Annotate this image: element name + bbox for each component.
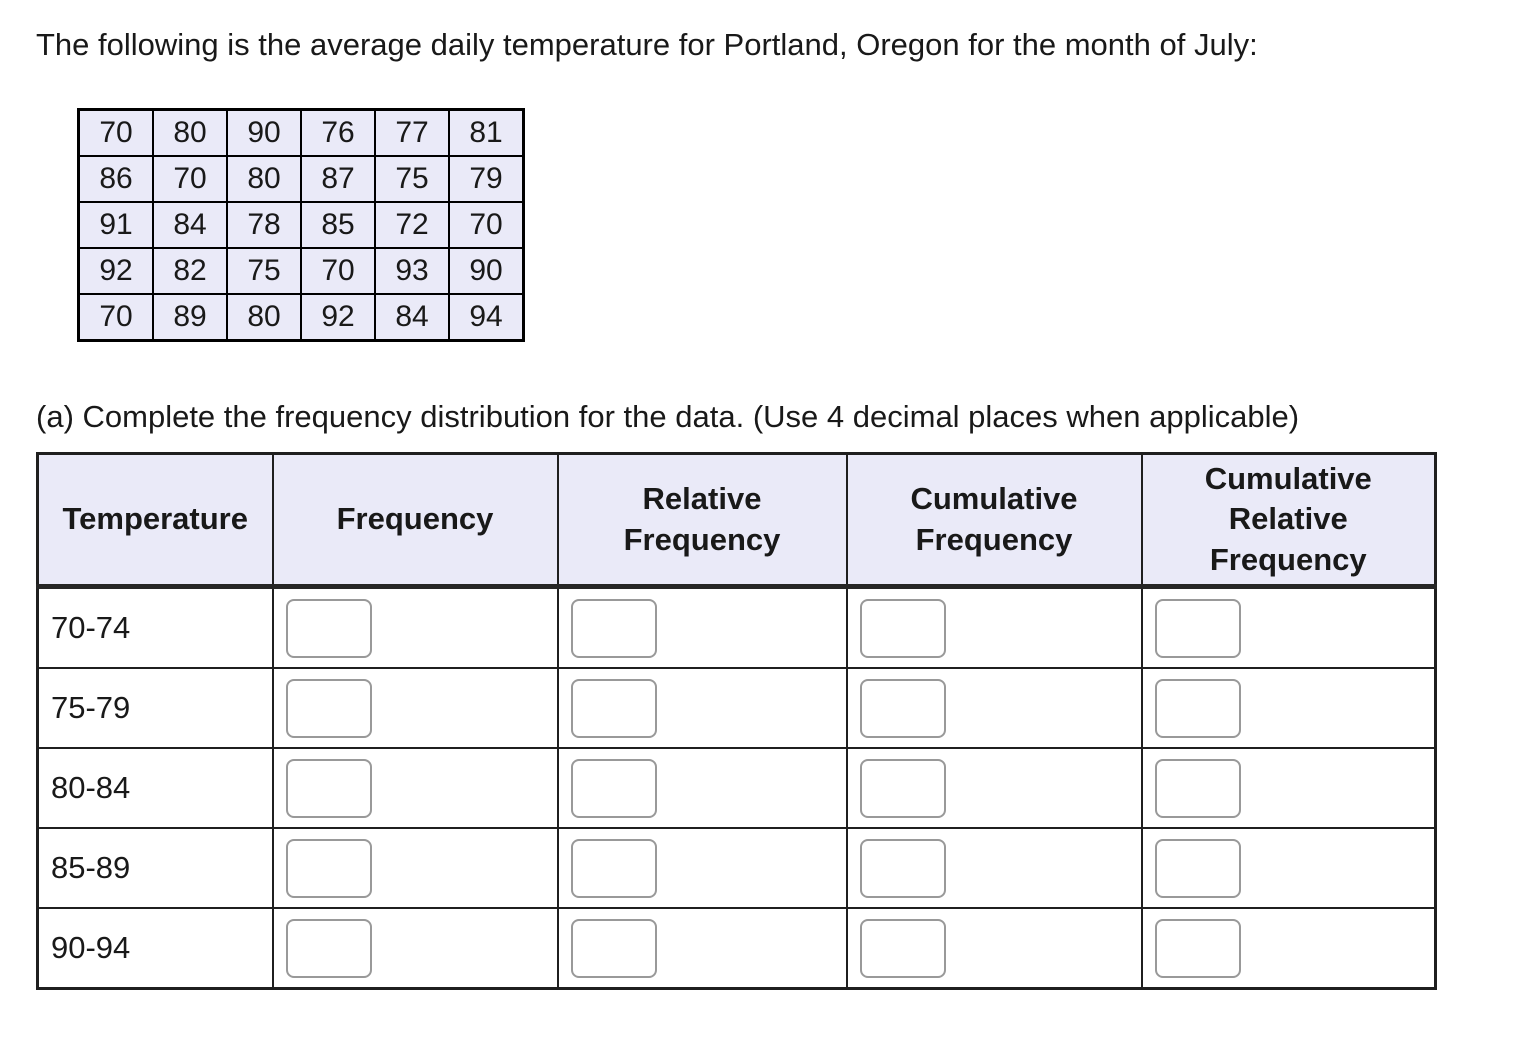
temperature-value: 70 [77, 293, 154, 342]
relative-frequency-input[interactable] [570, 758, 657, 818]
frequency-table-row: 75-79 [36, 667, 1437, 749]
temperature-value: 70 [77, 108, 154, 157]
frequency-cell [271, 667, 559, 749]
cumulative-relative-frequency-input[interactable] [1154, 678, 1241, 738]
problem-statement-text: The following is the average daily tempe… [36, 27, 1258, 62]
frequency-input[interactable] [285, 758, 372, 818]
cumulative-relative-frequency-cell [1140, 747, 1437, 829]
frequency-table-row: 70-74 [36, 585, 1437, 669]
temperature-value: 75 [374, 155, 450, 203]
frequency-table-row: 80-84 [36, 747, 1437, 829]
relative-frequency-input[interactable] [570, 678, 657, 738]
column-header-temperature: Temperature [36, 452, 274, 589]
frequency-cell [271, 747, 559, 829]
temperature-value: 80 [152, 108, 228, 157]
temperature-value: 84 [152, 201, 228, 249]
frequency-cell [271, 585, 559, 669]
temperature-range-label: 85-89 [36, 827, 274, 909]
temperature-value: 70 [300, 247, 376, 295]
temperature-value: 87 [300, 155, 376, 203]
frequency-distribution-table: Temperature Frequency Relative Frequency Cu… [36, 452, 1437, 990]
column-header-cumulative-relative-frequency: Cumulative Relative Frequency [1140, 452, 1437, 589]
frequency-cell [271, 907, 559, 990]
cumulative-frequency-cell [845, 907, 1143, 990]
relative-frequency-cell [556, 907, 848, 990]
column-header-frequency: Frequency [271, 452, 559, 589]
column-header-relative-frequency: Relative Frequency [556, 452, 848, 589]
temperature-data-row: 70 89 80 92 84 94 [77, 293, 525, 342]
temperature-data-row: 86 70 80 87 75 79 [77, 155, 525, 203]
temperature-data-table: 70 80 90 76 77 81 86 70 80 87 75 79 91 84 78 85 72 70 92 82… [77, 108, 525, 342]
frequency-input[interactable] [285, 838, 372, 898]
cumulative-relative-frequency-cell [1140, 585, 1437, 669]
cumulative-frequency-cell [845, 667, 1143, 749]
frequency-table-header-row: Temperature Frequency Relative Frequency Cu… [36, 452, 1437, 589]
cumulative-frequency-input[interactable] [859, 758, 946, 818]
temperature-value: 80 [226, 293, 302, 342]
cumulative-relative-frequency-input[interactable] [1154, 838, 1241, 898]
relative-frequency-cell [556, 585, 848, 669]
cumulative-frequency-input[interactable] [859, 598, 946, 658]
cumulative-frequency-input[interactable] [859, 678, 946, 738]
temperature-value: 92 [300, 293, 376, 342]
relative-frequency-cell [556, 827, 848, 909]
cumulative-frequency-input[interactable] [859, 838, 946, 898]
frequency-table-row: 85-89 [36, 827, 1437, 909]
cumulative-relative-frequency-input[interactable] [1154, 758, 1241, 818]
temperature-value: 90 [226, 108, 302, 157]
temperature-value: 84 [374, 293, 450, 342]
temperature-range-label: 75-79 [36, 667, 274, 749]
cumulative-relative-frequency-cell [1140, 667, 1437, 749]
temperature-value: 94 [448, 293, 525, 342]
temperature-value: 86 [77, 155, 154, 203]
frequency-input[interactable] [285, 598, 372, 658]
temperature-value: 70 [152, 155, 228, 203]
cumulative-frequency-input[interactable] [859, 918, 946, 978]
relative-frequency-cell [556, 747, 848, 829]
cumulative-relative-frequency-cell [1140, 907, 1437, 990]
temperature-value: 80 [226, 155, 302, 203]
temperature-value: 78 [226, 201, 302, 249]
temperature-value: 72 [374, 201, 450, 249]
temperature-range-label: 90-94 [36, 907, 274, 990]
temperature-range-label: 80-84 [36, 747, 274, 829]
relative-frequency-input[interactable] [570, 598, 657, 658]
temperature-value: 91 [77, 201, 154, 249]
frequency-table-row: 90-94 [36, 907, 1437, 990]
cumulative-frequency-cell [845, 827, 1143, 909]
temperature-value: 75 [226, 247, 302, 295]
temperature-data-row: 92 82 75 70 93 90 [77, 247, 525, 295]
temperature-value: 85 [300, 201, 376, 249]
temperature-value: 92 [77, 247, 154, 295]
temperature-range-label: 70-74 [36, 585, 274, 669]
cumulative-frequency-cell [845, 747, 1143, 829]
temperature-data-row: 70 80 90 76 77 81 [77, 108, 525, 157]
temperature-value: 81 [448, 108, 525, 157]
frequency-input[interactable] [285, 678, 372, 738]
temperature-value: 76 [300, 108, 376, 157]
temperature-value: 89 [152, 293, 228, 342]
cumulative-relative-frequency-cell [1140, 827, 1437, 909]
frequency-input[interactable] [285, 918, 372, 978]
relative-frequency-input[interactable] [570, 838, 657, 898]
temperature-value: 82 [152, 247, 228, 295]
frequency-cell [271, 827, 559, 909]
temperature-value: 79 [448, 155, 525, 203]
temperature-value: 93 [374, 247, 450, 295]
temperature-value: 77 [374, 108, 450, 157]
temperature-data-row: 91 84 78 85 72 70 [77, 201, 525, 249]
cumulative-relative-frequency-input[interactable] [1154, 598, 1241, 658]
temperature-value: 70 [448, 201, 525, 249]
relative-frequency-input[interactable] [570, 918, 657, 978]
cumulative-frequency-cell [845, 585, 1143, 669]
column-header-cumulative-frequency: Cumulative Frequency [845, 452, 1143, 589]
question-a-text: (a) Complete the frequency distribution … [36, 399, 1300, 434]
temperature-value: 90 [448, 247, 525, 295]
cumulative-relative-frequency-input[interactable] [1154, 918, 1241, 978]
relative-frequency-cell [556, 667, 848, 749]
